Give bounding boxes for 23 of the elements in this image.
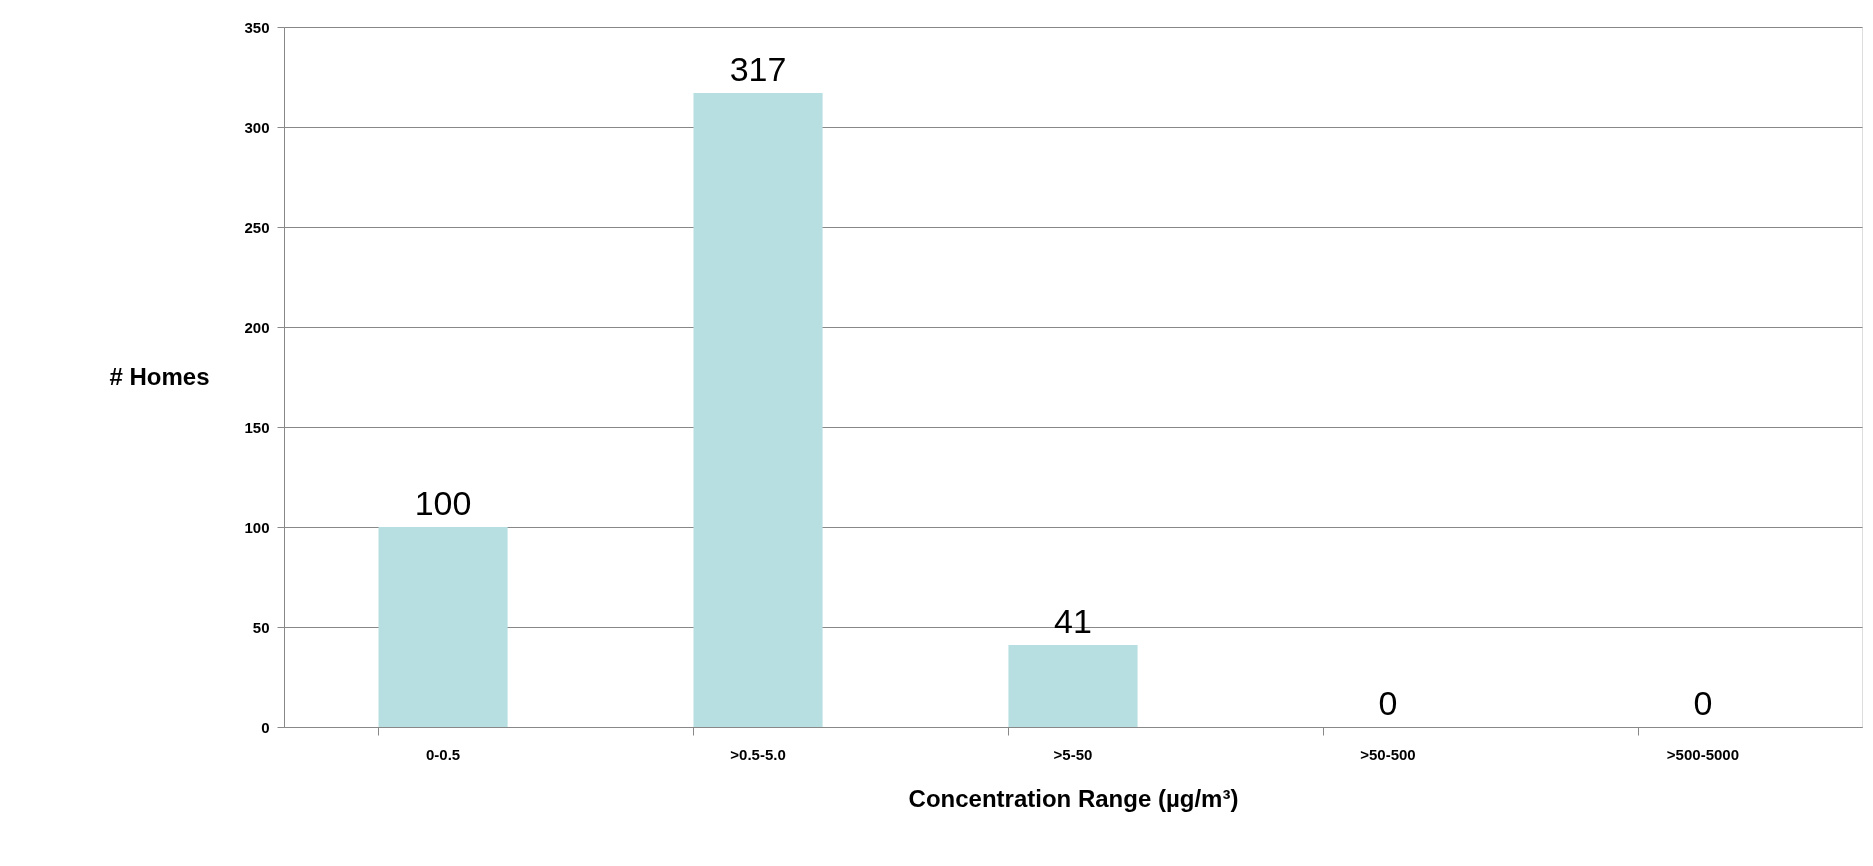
y-tick-label: 150 <box>244 418 270 436</box>
y-tick-label: 0 <box>261 718 270 736</box>
x-axis-title: Concentration Range (µg/m³) <box>908 784 1239 812</box>
data-label: 100 <box>414 484 472 522</box>
bar <box>1008 645 1138 727</box>
data-label: 317 <box>729 50 787 88</box>
x-tick-label: >50-500 <box>1360 745 1416 763</box>
x-tick-label: 0-0.5 <box>425 745 461 763</box>
y-tick-label: 350 <box>244 18 270 36</box>
y-tick-label: 100 <box>244 518 270 536</box>
x-tick-label: >500-5000 <box>1666 745 1740 763</box>
y-tick-label: 200 <box>244 318 270 336</box>
y-tick-label: 50 <box>252 618 270 636</box>
data-label: 0 <box>1693 684 1713 722</box>
y-axis-title: # Homes <box>109 362 210 390</box>
data-label: 41 <box>1054 602 1092 640</box>
bar <box>378 527 508 727</box>
x-tick-label: >0.5-5.0 <box>730 745 786 763</box>
bar <box>693 93 823 727</box>
y-tick-label: 300 <box>244 118 270 136</box>
y-tick-label: 250 <box>244 218 270 236</box>
data-label: 0 <box>1378 684 1398 722</box>
x-tick-label: >5-50 <box>1053 745 1093 763</box>
